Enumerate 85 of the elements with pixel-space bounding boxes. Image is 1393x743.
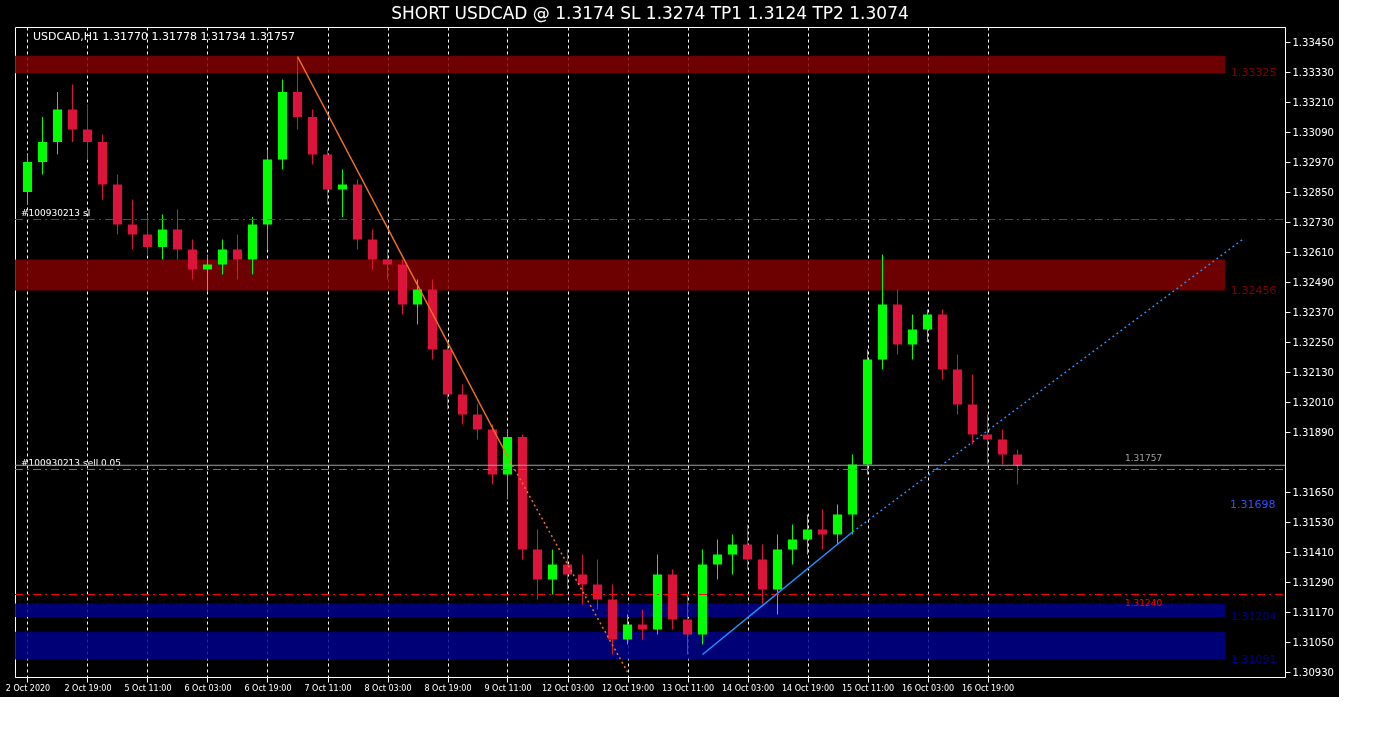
candlestick — [337, 169, 348, 218]
candlestick — [187, 239, 198, 280]
x-tick-label: 2 Oct 19:00 — [64, 683, 112, 693]
candlestick — [412, 279, 423, 325]
y-tick-label: 1.33330 — [1292, 66, 1334, 78]
x-tick-label: 12 Oct 03:00 — [541, 683, 595, 693]
x-tick-label: 16 Oct 19:00 — [961, 683, 1015, 693]
ref-line-label: #100930213 sl — [21, 207, 91, 218]
band-label: 1.33325 — [1231, 66, 1277, 80]
candlestick — [832, 504, 843, 545]
y-tick-label: 1.32370 — [1292, 306, 1334, 318]
candlestick — [382, 249, 393, 280]
candlestick — [127, 199, 138, 250]
x-tick-label: 2 Oct 2020 — [5, 683, 51, 693]
candlestick — [1012, 449, 1023, 485]
candlestick — [142, 214, 153, 255]
band-label: 1.31204 — [1231, 610, 1277, 623]
ref-line-label: 1.31757 — [1125, 453, 1163, 464]
y-tick-label: 1.31530 — [1292, 516, 1334, 528]
x-tick-label: 16 Oct 03:00 — [901, 683, 955, 693]
annotation: 1.31698 — [1230, 497, 1276, 511]
candlestick — [982, 414, 993, 465]
candlestick — [82, 104, 93, 160]
candlestick — [622, 614, 633, 645]
y-tick-label: 1.31410 — [1292, 546, 1334, 558]
y-tick-label: 1.31170 — [1292, 606, 1334, 618]
x-tick-label: 14 Oct 19:00 — [781, 683, 835, 693]
candlestick — [157, 214, 168, 260]
x-tick-label: 12 Oct 19:00 — [601, 683, 655, 693]
band-label: 1.32456 — [1231, 283, 1277, 297]
ref-line-label: #100930213 sell 0.05 — [21, 457, 122, 468]
y-tick-label: 1.33090 — [1292, 126, 1334, 138]
y-tick-label: 1.31290 — [1292, 576, 1334, 588]
y-tick-label: 1.32850 — [1292, 186, 1334, 198]
candlestick — [922, 309, 933, 343]
candlestick — [562, 549, 573, 590]
candlestick — [592, 559, 603, 610]
y-tick-label: 1.33210 — [1292, 96, 1334, 108]
ref-line-label: 1.31240 — [1125, 597, 1163, 608]
candlestick — [67, 84, 78, 143]
candlestick — [457, 384, 468, 425]
y-tick-label: 1.31650 — [1292, 486, 1334, 498]
candlestick — [577, 554, 588, 605]
candlestick — [727, 534, 738, 575]
y-tick-label: 1.32610 — [1292, 246, 1334, 258]
annotation: USDCAD,H1 1.31770 1.31778 1.31734 1.31757 — [33, 30, 295, 43]
x-tick-label: 15 Oct 11:00 — [841, 683, 895, 693]
candlestick — [547, 549, 558, 595]
candlestick — [907, 314, 918, 360]
candlestick — [637, 609, 648, 640]
candlestick — [787, 524, 798, 565]
x-tick-label: 8 Oct 19:00 — [424, 683, 472, 693]
y-tick-label: 1.32730 — [1292, 216, 1334, 228]
candlestick — [712, 539, 723, 580]
x-tick-label: 5 Oct 11:00 — [124, 683, 172, 693]
candlestick — [202, 254, 213, 293]
x-tick-label: 8 Oct 03:00 — [364, 683, 412, 693]
x-tick-label: 13 Oct 11:00 — [661, 683, 715, 693]
candlestick — [367, 229, 378, 270]
candlestick — [997, 429, 1008, 465]
candlestick — [817, 509, 828, 550]
candlestick — [682, 594, 693, 655]
x-tick-label: 14 Oct 03:00 — [721, 683, 775, 693]
candlestick — [742, 524, 753, 570]
y-tick-label: 1.31890 — [1292, 426, 1334, 438]
y-tick-label: 1.30930 — [1292, 666, 1334, 678]
y-tick-label: 1.33450 — [1292, 36, 1334, 48]
y-tick-label: 1.32010 — [1292, 396, 1334, 408]
y-tick-label: 1.32490 — [1292, 276, 1334, 288]
candlestick — [37, 116, 48, 175]
candlestick — [472, 404, 483, 440]
x-tick-label: 6 Oct 19:00 — [244, 683, 292, 693]
y-tick-label: 1.32130 — [1292, 366, 1334, 378]
candlestick — [172, 209, 183, 260]
y-tick-label: 1.32970 — [1292, 156, 1334, 168]
x-tick-label: 6 Oct 03:00 — [184, 683, 232, 693]
chart-title: SHORT USDCAD @ 1.3174 SL 1.3274 TP1 1.3124 TP2 1.3074 — [391, 3, 909, 23]
x-tick-label: 7 Oct 11:00 — [304, 683, 352, 693]
candlestick — [232, 234, 243, 280]
candlestick — [802, 514, 813, 555]
x-tick-label: 9 Oct 11:00 — [484, 683, 532, 693]
y-tick-label: 1.32250 — [1292, 336, 1334, 348]
candlestick — [217, 239, 228, 275]
band-label: 1.31091 — [1231, 652, 1277, 666]
y-tick-label: 1.31050 — [1292, 636, 1334, 648]
